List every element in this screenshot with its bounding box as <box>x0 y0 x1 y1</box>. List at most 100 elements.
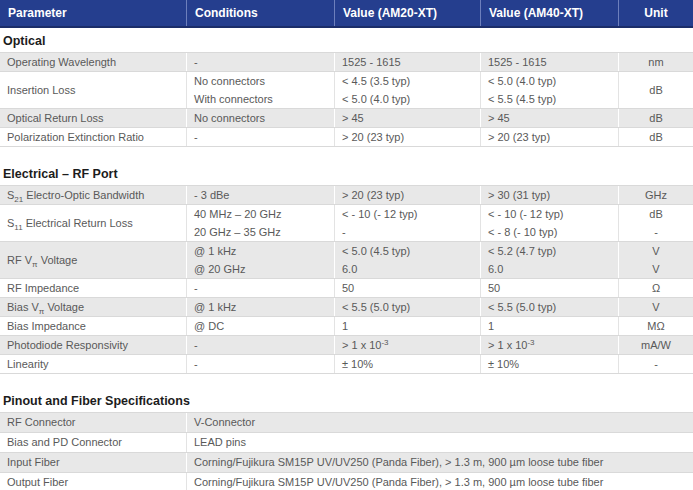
am20-value-cell: > 1 x 10-3 <box>334 336 480 354</box>
am40-value-cell: > 45 <box>480 109 618 127</box>
table-row: Input Fiber Corning/Fujikura SM15P UV/UV2… <box>0 452 693 472</box>
section-title: Pinout and Fiber Specifications <box>0 388 693 412</box>
parameter-cell: RF Vπ Voltage <box>0 242 186 278</box>
cell-text: Linearity <box>7 355 179 373</box>
header-cell-conditions: Conditions <box>186 0 334 26</box>
cell-text: Input Fiber <box>7 453 179 472</box>
cell-text: - <box>194 279 327 297</box>
cell-text: Operating Wavelength <box>7 53 179 71</box>
cell-text: < - 10 (- 12 typ) <box>488 205 611 223</box>
section-title: Electrical – RF Port <box>0 161 693 185</box>
cell-text: - <box>194 336 327 354</box>
table-row: Output FiberCorning/Fujikura SM15P UV/UV… <box>0 472 693 490</box>
conditions-cell: No connectors <box>186 109 334 127</box>
spec-sheet: ParameterConditionsValue (AM20-XT)Value … <box>0 0 693 490</box>
cell-text: No connectors <box>194 109 327 127</box>
conditions-cell: @ DC <box>186 317 334 335</box>
cell-text: Photodiode Responsivity <box>7 336 179 354</box>
table-row: Bias Impedance@ DC11MΩ <box>0 316 693 335</box>
cell-text: Output Fiber <box>7 473 179 490</box>
cell-text: RF Impedance <box>7 279 179 297</box>
table-row: S11 Electrical Return Loss 40 MHz – 20 GH… <box>0 204 693 241</box>
cell-text: No connectors <box>194 72 327 90</box>
span-value-cell: V-Connector <box>186 413 693 432</box>
am20-value-cell: < 4.5 (3.5 typ)< 5.0 (4.0 typ) <box>334 72 480 108</box>
cell-text: > 30 (31 typ) <box>488 186 611 204</box>
cell-text: Corning/Fujikura SM15P UV/UV250 (Panda F… <box>194 453 686 472</box>
cell-text: S11 Electrical Return Loss <box>7 214 179 232</box>
conditions-cell: 40 MHz – 20 GHz20 GHz – 35 GHz <box>186 205 334 241</box>
am20-value-cell: < 5.5 (5.0 typ) <box>334 298 480 316</box>
table-row: Photodiode Responsivity-> 1 x 10-3> 1 x … <box>0 335 693 354</box>
unit-cell: dB <box>618 72 693 108</box>
cell-text: - <box>194 128 327 146</box>
table-section: OpticalOperating Wavelength-1525 - 16151… <box>0 28 693 147</box>
parameter-cell: Photodiode Responsivity <box>0 336 186 354</box>
table-row: Optical Return LossNo connectors> 45> 45… <box>0 108 693 127</box>
am40-value-cell: 50 <box>480 279 618 297</box>
conditions-cell: @ 1 kHz <box>186 298 334 316</box>
conditions-cell: No connectorsWith connectors <box>186 72 334 108</box>
cell-text: - <box>621 355 691 373</box>
unit-cell: Ω <box>618 279 693 297</box>
table-row: Operating Wavelength-1525 - 16151525 - 1… <box>0 52 693 71</box>
table-section: Pinout and Fiber SpecificationsRF Connec… <box>0 388 693 490</box>
cell-text: V <box>621 242 691 260</box>
am20-value-cell: 1525 - 1615 <box>334 53 480 71</box>
cell-text: MΩ <box>621 317 691 335</box>
spec-table-body: OpticalOperating Wavelength-1525 - 16151… <box>0 28 693 490</box>
cell-text: Polarization Extinction Ratio <box>7 128 179 146</box>
cell-text: @ 1 kHz <box>194 242 327 260</box>
cell-text: > 20 (23 typ) <box>488 128 611 146</box>
cell-text: - <box>194 53 327 71</box>
cell-text: < - 10 (- 12 typ) <box>342 205 473 223</box>
am40-value-cell: ± 10% <box>480 355 618 373</box>
cell-text: 50 <box>342 279 473 297</box>
cell-text: < 5.0 (4.0 typ) <box>488 72 611 90</box>
header-cell-value-am20-xt-: Value (AM20-XT) <box>334 0 480 26</box>
conditions-cell: - <box>186 128 334 146</box>
unit-cell: mA/W <box>618 336 693 354</box>
cell-text: - 3 dBe <box>194 186 327 204</box>
table-row: S21 Electro-Optic Bandwidth- 3 dBe> 20 (… <box>0 185 693 204</box>
table-row: RF Impedance-5050Ω <box>0 278 693 297</box>
unit-cell: dB- <box>618 205 693 241</box>
cell-text: 40 MHz – 20 GHz <box>194 205 327 223</box>
cell-text: > 45 <box>488 109 611 127</box>
cell-text: dB <box>621 205 691 223</box>
cell-text: > 20 (23 typ) <box>342 128 473 146</box>
cell-text: RF Connector <box>7 413 179 432</box>
am20-value-cell: < 5.0 (4.5 typ)6.0 <box>334 242 480 278</box>
cell-text: < 5.5 (4.5 typ) <box>488 90 611 108</box>
cell-text: Optical Return Loss <box>7 109 179 127</box>
conditions-cell: - 3 dBe <box>186 186 334 204</box>
unit-cell: - <box>618 355 693 373</box>
cell-text: < 5.0 (4.0 typ) <box>342 90 473 108</box>
cell-text: LEAD pins <box>194 433 686 452</box>
parameter-cell: Insertion Loss <box>0 72 186 108</box>
parameter-cell: Optical Return Loss <box>0 109 186 127</box>
cell-text: > 1 x 10-3 <box>488 336 611 354</box>
unit-cell: MΩ <box>618 317 693 335</box>
cell-text: 1 <box>342 317 473 335</box>
parameter-cell: Bias and PD Connector <box>0 433 186 452</box>
cell-text: < 5.5 (5.0 typ) <box>488 298 611 316</box>
am20-value-cell: ± 10% <box>334 355 480 373</box>
cell-text: ± 10% <box>488 355 611 373</box>
cell-text: nm <box>621 53 691 71</box>
am20-value-cell: 50 <box>334 279 480 297</box>
table-row: Insertion LossNo connectorsWith connecto… <box>0 71 693 108</box>
cell-text: < 5.5 (5.0 typ) <box>342 298 473 316</box>
am40-value-cell: 1525 - 1615 <box>480 53 618 71</box>
cell-text: ± 10% <box>342 355 473 373</box>
parameter-cell: Bias Vπ Voltage <box>0 298 186 316</box>
section-title: Optical <box>0 28 693 52</box>
cell-text: 6.0 <box>488 260 611 278</box>
header-cell-value-am40-xt-: Value (AM40-XT) <box>480 0 618 26</box>
table-row: Bias Vπ Voltage@ 1 kHz < 5.5 (5.0 typ) < 5… <box>0 297 693 316</box>
cell-text: 1525 - 1615 <box>342 53 473 71</box>
cell-text: 50 <box>488 279 611 297</box>
am20-value-cell: > 20 (23 typ) <box>334 186 480 204</box>
parameter-cell: S11 Electrical Return Loss <box>0 205 186 241</box>
unit-cell: nm <box>618 53 693 71</box>
